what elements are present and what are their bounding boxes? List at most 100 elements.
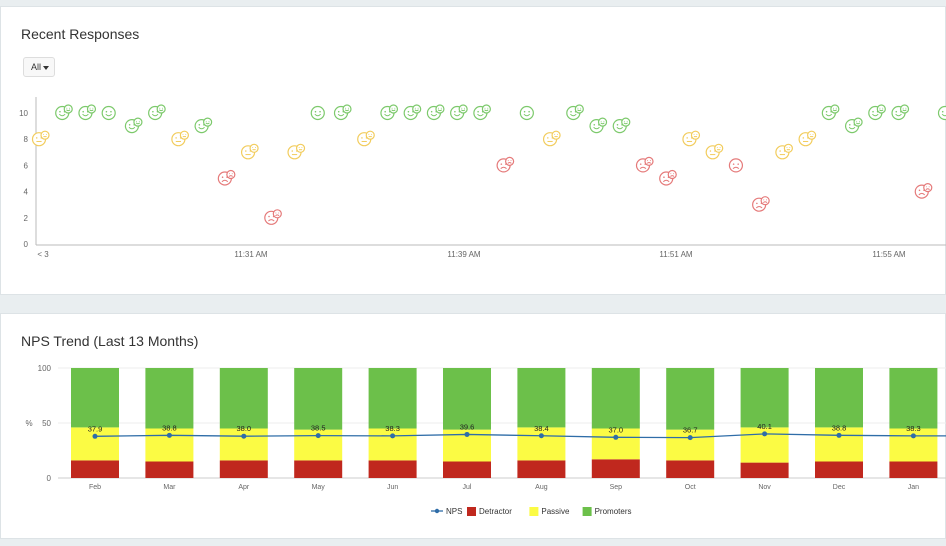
nps-data-label: 38.4 xyxy=(534,424,549,433)
legend-swatch-passive xyxy=(529,507,539,516)
filter-label: All xyxy=(31,62,42,72)
bar-segment-detractor xyxy=(368,460,417,478)
legend: NPS Detractor Passive Promoters xyxy=(431,507,632,516)
bar-segment-passive xyxy=(666,429,715,461)
mouth xyxy=(158,109,164,112)
response-point xyxy=(287,143,306,160)
x-tick-label: 11:55 AM xyxy=(872,250,906,259)
bar-segment-promoters xyxy=(219,368,268,429)
response-point xyxy=(403,104,422,121)
x-tick-label: Dec xyxy=(833,484,846,491)
small-face-icon xyxy=(481,104,491,114)
mouth xyxy=(198,126,205,130)
response-point xyxy=(450,104,468,121)
eye xyxy=(337,110,340,113)
small-face-icon xyxy=(551,130,561,140)
eye xyxy=(580,107,582,109)
mouth xyxy=(391,109,396,112)
x-tick-label: Mar xyxy=(163,484,176,491)
eye xyxy=(417,107,419,109)
eye xyxy=(856,120,858,122)
mouth xyxy=(872,113,879,117)
eye xyxy=(686,137,688,139)
response-point xyxy=(612,117,631,134)
response-point xyxy=(148,104,166,121)
x-tick-label: May xyxy=(312,484,326,491)
x-tick-label: Jun xyxy=(387,484,398,491)
filter-dropdown[interactable]: All xyxy=(23,57,55,77)
mouth xyxy=(902,109,907,112)
small-face-icon xyxy=(876,104,886,114)
mouth xyxy=(755,205,763,209)
nps-point xyxy=(241,433,247,439)
face-outline xyxy=(667,169,677,180)
face-outline xyxy=(690,130,701,140)
mouth xyxy=(407,113,414,117)
face-outline xyxy=(937,105,946,121)
eye xyxy=(152,110,154,113)
eye xyxy=(66,107,68,109)
small-face-icon xyxy=(226,169,236,180)
eye xyxy=(407,110,410,113)
mouth xyxy=(570,113,577,117)
eye xyxy=(523,110,526,113)
eye xyxy=(918,189,921,192)
face-outline xyxy=(310,105,325,121)
mouth xyxy=(623,122,628,125)
small-face-icon xyxy=(574,104,584,114)
eye xyxy=(570,110,572,113)
response-point xyxy=(124,117,143,134)
face-outline xyxy=(249,143,259,153)
face-outline xyxy=(412,104,422,114)
eye xyxy=(786,147,788,148)
small-face-icon xyxy=(807,130,817,140)
bar-segment-promoters xyxy=(443,368,491,430)
x-tick-label: 11:39 AM xyxy=(447,250,481,259)
nps-data-label: 38.8 xyxy=(162,423,177,432)
small-face-icon xyxy=(295,143,306,153)
eye xyxy=(69,107,71,109)
eye xyxy=(162,107,164,109)
response-point xyxy=(101,105,116,121)
nps-point xyxy=(538,433,544,439)
mouth xyxy=(437,109,443,112)
face-outline xyxy=(519,105,534,121)
mouth xyxy=(646,162,652,164)
legend-label: NPS xyxy=(446,507,462,516)
x-tick-label: Nov xyxy=(758,484,771,491)
x-tick-label: 11:51 AM xyxy=(659,250,693,259)
eye xyxy=(709,150,712,152)
face-outline xyxy=(876,104,886,114)
eye xyxy=(663,176,665,178)
response-point xyxy=(194,117,213,134)
mouth xyxy=(500,166,507,170)
eye xyxy=(556,133,558,135)
eye xyxy=(928,186,930,188)
eye xyxy=(835,107,837,109)
legend-marker-nps xyxy=(434,508,440,514)
face-outline xyxy=(899,104,910,114)
eye xyxy=(849,124,851,126)
nps-data-label: 38.3 xyxy=(906,424,921,433)
eye xyxy=(298,147,300,148)
eye xyxy=(484,107,486,109)
face-outline xyxy=(342,104,352,114)
face-outline xyxy=(156,104,166,114)
eye xyxy=(228,173,230,175)
eye xyxy=(882,107,884,109)
face-outline xyxy=(481,104,491,114)
response-point xyxy=(217,169,236,186)
eye xyxy=(361,137,363,139)
response-point xyxy=(55,104,73,121)
bar-segment-promoters xyxy=(294,368,343,430)
mouth xyxy=(662,179,670,183)
eye xyxy=(902,107,904,109)
face-outline xyxy=(597,117,608,127)
eye xyxy=(461,107,463,109)
nps-point xyxy=(910,433,916,439)
eye xyxy=(430,110,433,113)
face-icon xyxy=(101,105,116,121)
eye xyxy=(593,124,596,126)
face-outline xyxy=(63,104,73,114)
response-point xyxy=(589,117,608,134)
